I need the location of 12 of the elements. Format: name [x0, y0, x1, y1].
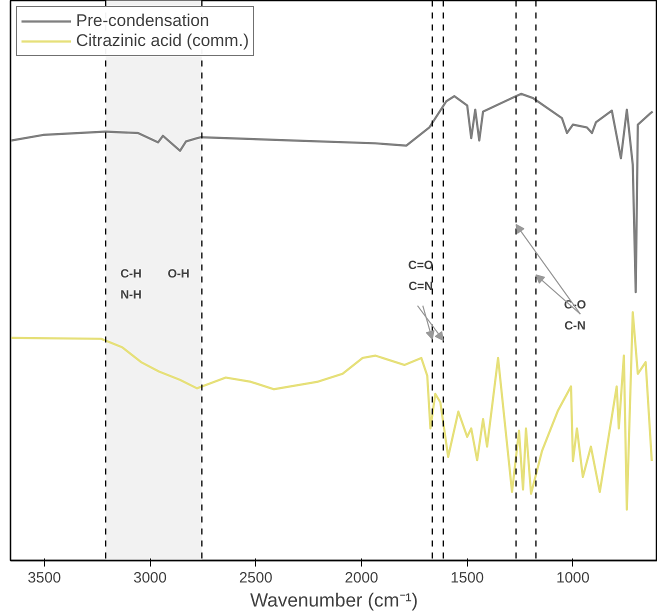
x-axis-title: Wavenumber (cm⁻¹) [250, 590, 418, 612]
x-tick-label: 3500 [28, 570, 62, 586]
legend-label: Pre-condensation [76, 11, 210, 31]
annotation: C=O C=N [408, 258, 434, 294]
x-tick-label: 3000 [133, 570, 167, 586]
annotation: C-H N-H [120, 266, 142, 302]
x-tick-label: 2000 [344, 570, 378, 586]
legend-label: Citrazinic acid (comm.) [76, 31, 249, 51]
x-tick-label: 2500 [239, 570, 272, 586]
x-tick-label: 1000 [556, 570, 590, 586]
x-tick-label: 1500 [450, 570, 484, 586]
annotation: O-H [168, 266, 190, 280]
